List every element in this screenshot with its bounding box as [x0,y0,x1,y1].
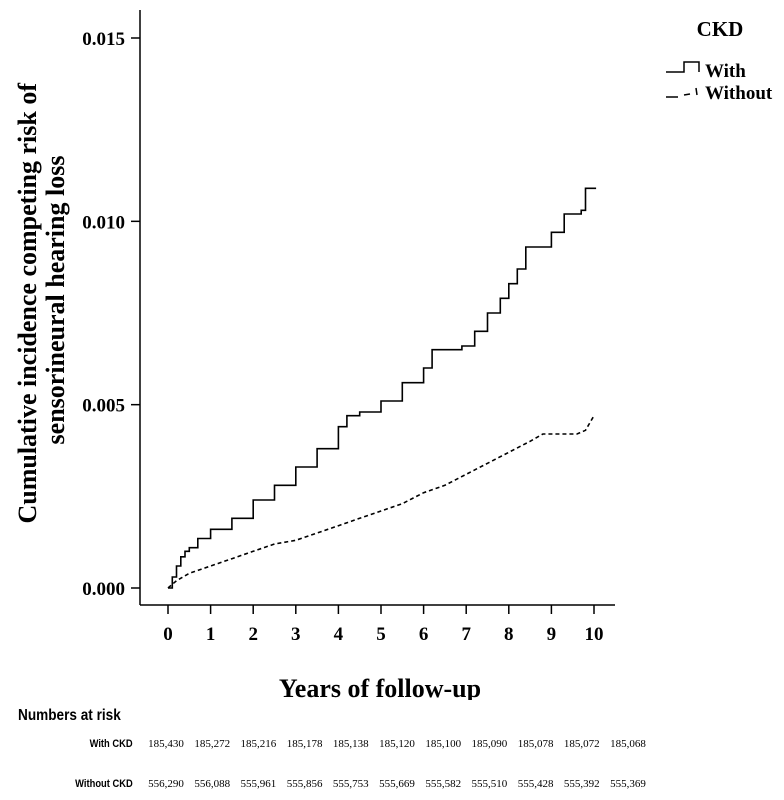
x-tick-label: 3 [291,624,301,645]
risk-cell: 185,120 [379,738,415,750]
risk-cell: 185,078 [517,738,554,750]
legend-without-swatch [666,87,698,98]
risk-cell: 555,428 [517,778,554,790]
risk-cell: 555,582 [425,778,462,790]
risk-cell: 556,290 [148,778,184,790]
risk-cell: 555,669 [379,778,415,790]
axes [139,10,615,606]
y-tick-label: 0.000 [82,579,125,600]
legend-without-label: Without [705,83,773,104]
x-tick-label: 9 [547,624,557,645]
risk-cell: 185,178 [286,738,323,750]
risk-row-label: Without CKD [75,778,133,790]
y-ticks: 0.000 0.005 0.010 0.015 [82,29,140,600]
x-tick-label: 10 [585,624,604,645]
y-tick-label: 0.010 [82,212,125,233]
x-tick-label: 8 [504,624,514,645]
x-tick-label: 4 [334,624,344,645]
incidence-chart: 0.000 0.005 0.010 0.015 0 1 2 3 4 5 6 7 8 9 10 Years … [13,10,773,700]
y-axis-title-line-1: Cumulative incidence competing risk of [13,83,42,524]
risk-cell: 555,753 [332,778,369,790]
plot-lines [167,187,597,589]
risk-cell: 555,856 [286,778,323,790]
y-tick-label: 0.005 [82,396,125,417]
risk-cell: 185,068 [610,738,646,750]
legend-with-label: With [705,61,746,82]
risk-cell: 185,138 [332,738,369,750]
y-axis-title: Cumulative incidence competing risk of s… [13,76,70,523]
x-tick-label: 0 [163,624,173,645]
risk-cell: 555,392 [563,778,600,790]
risk-cell: 185,216 [240,738,277,750]
risk-cell: 555,961 [240,778,277,790]
legend-with-swatch [666,61,700,73]
risk-cell: 555,510 [471,778,508,790]
series-line-with [168,187,597,589]
risk-cell: 185,430 [148,738,184,750]
risk-row-label: With CKD [89,738,133,750]
y-axis-title-line-2: sensorineural hearing loss [41,156,70,445]
risk-table-title: Numbers at risk [18,707,121,724]
risk-cell: 185,272 [194,738,231,750]
x-tick-label: 6 [419,624,429,645]
x-ticks: 0 1 2 3 4 5 6 7 8 9 10 [163,605,604,645]
x-tick-label: 1 [206,624,216,645]
series-line-without [167,415,595,589]
x-tick-label: 2 [248,624,258,645]
risk-cell: 185,090 [471,738,508,750]
legend: CKD With Without [666,17,773,104]
x-tick-label: 5 [376,624,386,645]
risk-cell: 556,088 [194,778,231,790]
risk-cell: 185,072 [563,738,600,750]
x-tick-label: 7 [461,624,471,645]
legend-title: CKD [697,17,744,41]
y-tick-label: 0.015 [82,29,125,50]
risk-cell: 185,100 [425,738,462,750]
risk-cell: 555,369 [610,778,646,790]
x-axis-title: Years of follow-up [279,674,481,700]
